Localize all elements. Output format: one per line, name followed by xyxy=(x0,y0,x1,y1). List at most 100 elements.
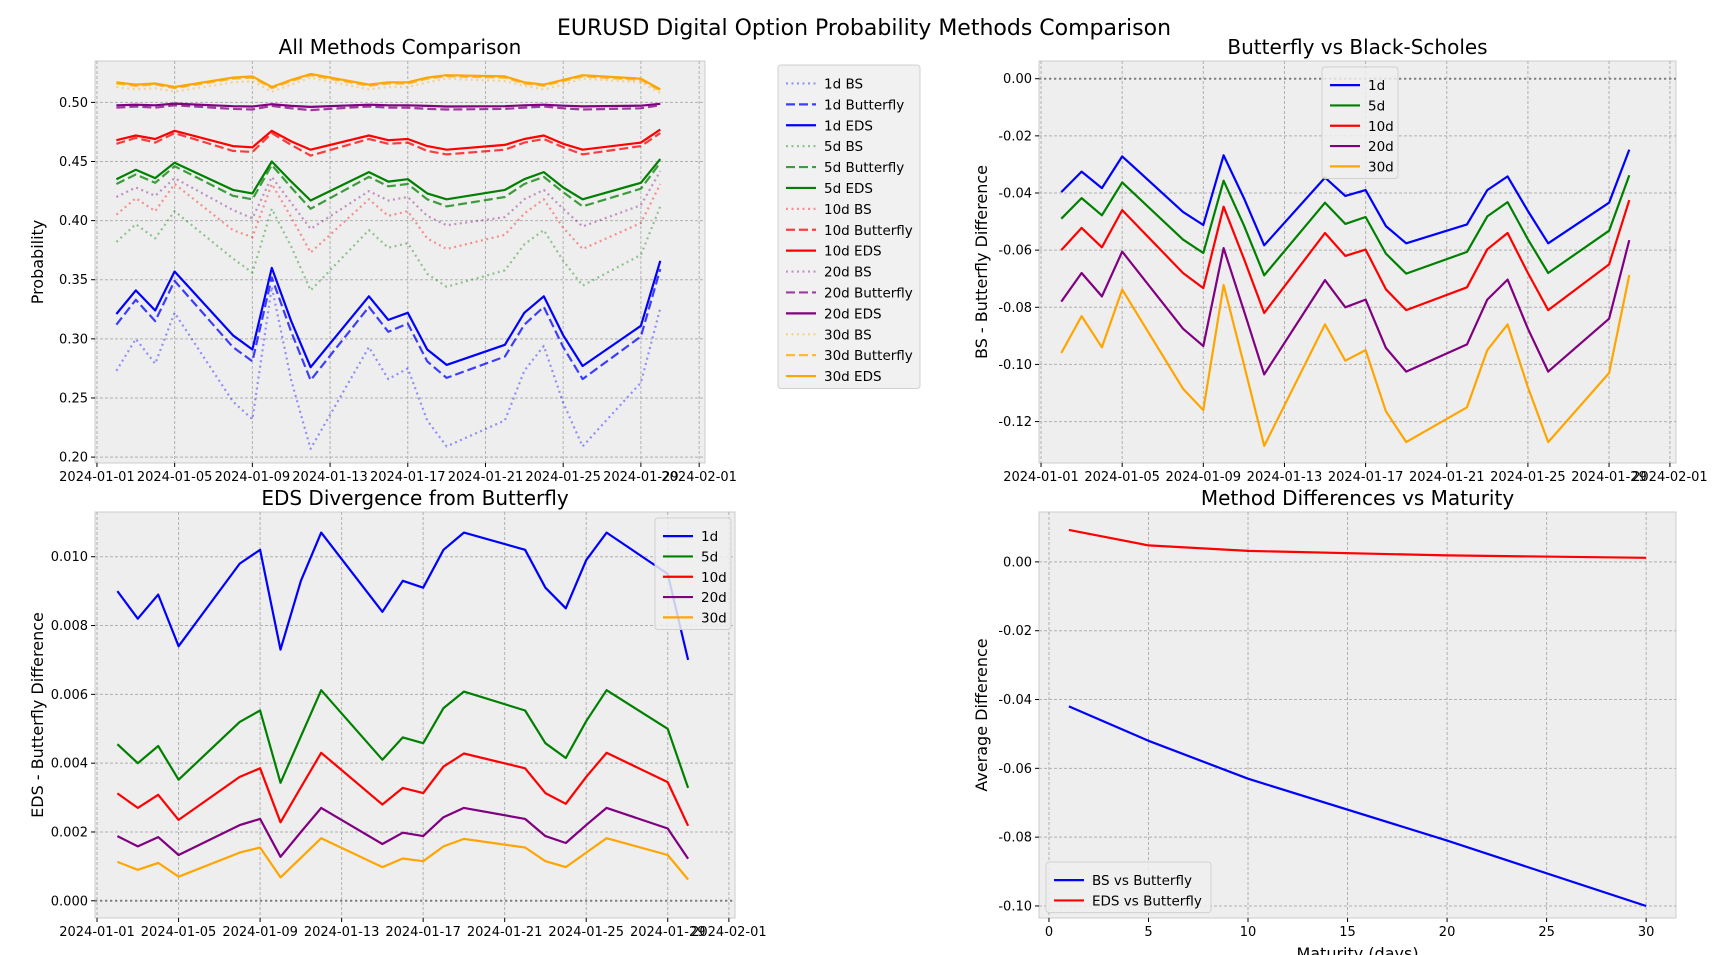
y-tick-label: -0.12 xyxy=(998,415,1032,430)
series-line-10d xyxy=(1060,199,1631,315)
plot-area-all-methods xyxy=(94,60,706,464)
y-tick-label: 0.002 xyxy=(51,825,88,840)
panel-butterfly-vs-bs: 2024-01-01 2024-01-05 2024-01-09 2024-01-13… xyxy=(972,35,1708,485)
x-tick-label: 2024-01-01 xyxy=(59,470,135,485)
series-line-1d-butterfly xyxy=(115,268,662,382)
legend-box xyxy=(1321,66,1399,179)
series-line-1d xyxy=(1060,149,1631,247)
x-tick-label: 2024-01-09 xyxy=(215,470,291,485)
x-tick-label: 20 xyxy=(1439,925,1456,940)
legend-label: 1d Butterfly xyxy=(824,97,904,113)
x-tick-label: 2024-01-25 xyxy=(525,470,601,485)
series-line-bs-vs-butterfly xyxy=(1068,705,1647,908)
x-tick-label: 2024-01-05 xyxy=(1084,470,1160,485)
y-tick-label: -0.04 xyxy=(998,187,1032,202)
series-line-1d-eds xyxy=(115,260,662,369)
eds-divergence-title: EDS Divergence from Butterfly xyxy=(261,486,568,510)
series-line-5d xyxy=(1060,174,1631,277)
legend-box xyxy=(777,64,921,389)
legend-label: 5d BS xyxy=(824,139,863,155)
butterfly-vs-bs-title: Butterfly vs Black-Scholes xyxy=(1227,35,1487,59)
x-tick-label: 2024-01-25 xyxy=(1490,470,1566,485)
x-tick-label: 2024-01-17 xyxy=(385,925,461,940)
y-tick-label: -0.08 xyxy=(998,301,1032,316)
y-tick-label: 0.006 xyxy=(51,688,88,703)
series-line-30d-butterfly xyxy=(116,74,661,92)
legend-label: 20d xyxy=(1368,139,1394,155)
differences-vs-maturity-legend: BS vs Butterfly EDS vs Butterfly xyxy=(1045,861,1212,914)
differences-vs-maturity-lines xyxy=(1068,528,1647,908)
legend-label: 30d xyxy=(1368,159,1394,175)
legend-label: 1d xyxy=(701,529,718,545)
x-tick-label: 2024-02-01 xyxy=(661,470,737,485)
y-tick-label: -0.10 xyxy=(998,358,1032,373)
y-tick-label: 0.35 xyxy=(59,273,88,288)
series-line-10d-butterfly xyxy=(116,132,661,157)
x-tick-label: 2024-02-01 xyxy=(691,925,767,940)
x-tick-label: 2024-01-13 xyxy=(1247,470,1323,485)
legend-label: 30d xyxy=(701,610,727,626)
all-methods-ylabel: Probability xyxy=(28,220,47,305)
series-line-5d xyxy=(116,689,690,789)
legend-label: 10d Butterfly xyxy=(824,223,913,239)
y-tick-label: 0.45 xyxy=(59,155,88,170)
x-tick-label: 5 xyxy=(1144,925,1152,940)
legend-label: 5d xyxy=(1368,98,1385,114)
x-tick-label: 2024-01-21 xyxy=(448,470,524,485)
butterfly-vs-bs-ylabel: BS - Butterfly Difference xyxy=(972,165,991,359)
legend-label: 10d BS xyxy=(824,202,872,218)
figure-suptitle: EURUSD Digital Option Probability Method… xyxy=(557,16,1171,41)
x-tick-label: 2024-01-17 xyxy=(370,470,446,485)
panel-all-methods: 2024-01-01 2024-01-05 2024-01-09 2024-01-13… xyxy=(28,35,921,485)
y-tick-label: 0.50 xyxy=(59,96,88,111)
x-tick-label: 0 xyxy=(1045,925,1053,940)
y-tick-label: 0.25 xyxy=(59,391,88,406)
eds-divergence-legend: 1d 5d 10d 20d 30d xyxy=(654,517,732,630)
y-tick-label: -0.02 xyxy=(998,129,1032,144)
all-methods-legend: 1d BS 1d Butterfly 1d EDS 5d BS 5d Butterfly… xyxy=(777,64,921,389)
x-tick-label: 2024-01-01 xyxy=(1003,470,1079,485)
legend-box xyxy=(654,517,732,630)
y-tick-label: -0.06 xyxy=(998,244,1032,259)
x-tick-label: 2024-01-29 xyxy=(630,925,706,940)
series-line-5d-eds xyxy=(115,158,662,202)
y-tick-label: 0.010 xyxy=(51,550,88,565)
x-tick-label: 2024-01-25 xyxy=(548,925,624,940)
panel-differences-vs-maturity: 0 5 10 15 20 25 30 0.00 -0.02 -0.04 -0.06 -0.08 -0.1… xyxy=(972,486,1677,955)
series-line-1d xyxy=(116,531,690,661)
x-tick-label: 2024-01-09 xyxy=(1166,470,1242,485)
eds-divergence-lines xyxy=(95,531,735,902)
legend-label: 10d xyxy=(1368,119,1394,135)
series-line-10d-bs xyxy=(115,182,662,254)
series-line-eds-vs-butterfly xyxy=(1068,528,1647,559)
x-tick-label: 2024-01-17 xyxy=(1328,470,1404,485)
x-tick-label: 2024-01-13 xyxy=(292,470,368,485)
x-tick-label: 2024-01-21 xyxy=(467,925,543,940)
series-line-20d xyxy=(1060,239,1631,376)
x-tick-label: 15 xyxy=(1339,925,1356,940)
series-line-10d-eds xyxy=(116,128,661,151)
legend-label: 1d BS xyxy=(824,76,863,92)
legend-label: 5d Butterfly xyxy=(824,160,904,176)
legend-label: 30d Butterfly xyxy=(824,348,913,364)
x-tick-label: 2024-01-29 xyxy=(1571,470,1647,485)
y-tick-label: 0.00 xyxy=(1003,555,1032,570)
legend-label: 30d EDS xyxy=(824,369,882,385)
series-line-10d xyxy=(116,751,690,827)
series-line-20d-eds xyxy=(116,102,661,109)
legend-label: 5d EDS xyxy=(824,181,873,197)
y-tick-label: -0.10 xyxy=(998,899,1032,914)
legend-label: 20d Butterfly xyxy=(824,285,913,301)
legend-label: 1d xyxy=(1368,78,1385,94)
differences-vs-maturity-xlabel: Maturity (days) xyxy=(1296,944,1418,955)
y-tick-label: 0.000 xyxy=(51,894,88,909)
all-methods-title: All Methods Comparison xyxy=(279,35,522,59)
legend-label: 20d xyxy=(701,590,727,606)
plot-area-differences-vs-maturity xyxy=(1038,511,1677,919)
series-line-1d-bs xyxy=(115,285,662,450)
legend-label: 10d EDS xyxy=(824,244,882,260)
x-tick-label: 2024-01-09 xyxy=(222,925,298,940)
y-tick-label: -0.04 xyxy=(998,693,1032,708)
butterfly-vs-bs-lines xyxy=(1039,77,1676,447)
